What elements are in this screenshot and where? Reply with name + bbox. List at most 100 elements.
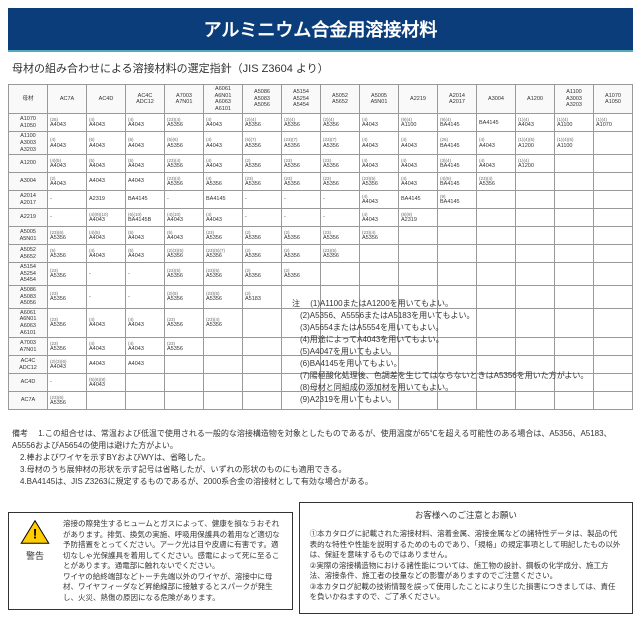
cell: (23)(5)A5356 <box>360 173 399 191</box>
col-header: A5052A5652 <box>321 85 360 114</box>
col-header: 母材 <box>9 85 48 114</box>
cell: (5)(6)(8)A4043 <box>87 374 126 392</box>
cell: (23)(5)A5356 <box>204 263 243 286</box>
cell: (9)(4)BA4145 <box>438 114 477 132</box>
note-item: (3)A5654またはA5554を用いてもよい。 <box>292 323 443 332</box>
cell: (23)(7)A5356 <box>321 132 360 155</box>
cell-empty <box>555 209 594 227</box>
remark-item: 1.この組合せは、常温および低温で使用される一般的な溶接構造物を対象としたもので… <box>12 429 612 450</box>
cell: - <box>282 209 321 227</box>
cell: (4)A4043 <box>399 132 438 155</box>
cell: (25)A4043 <box>48 114 87 132</box>
warning-text: 溶接の際発生するヒュームとガスによって、健康を損なうおそれがあります。排気、換気… <box>63 519 286 603</box>
cell-empty <box>516 245 555 263</box>
cell: (4)A4043 <box>477 132 516 155</box>
cell: (23)A5356 <box>48 285 87 308</box>
cell: (2)(3)(6)A4043 <box>48 356 87 374</box>
cell: - <box>48 191 87 209</box>
cell: (23)(5)A5356 <box>204 285 243 308</box>
cell-empty <box>438 263 477 286</box>
col-header: A6061A6N01A6063A6101 <box>204 85 243 114</box>
row-header: A5086A5083A5056 <box>9 285 48 308</box>
note-item: (9)A2319を用いてもよい。 <box>292 395 396 404</box>
cell: (4)A4043 <box>126 114 165 132</box>
col-header: A7003A7N01 <box>165 85 204 114</box>
cell-empty <box>594 263 633 286</box>
cell-empty <box>555 227 594 245</box>
cell: (4)A4043 <box>477 155 516 173</box>
cell: (23)A5356 <box>321 155 360 173</box>
cell: A4043 <box>126 173 165 191</box>
cell: (4)A4043 <box>360 209 399 227</box>
cell: (4)A4043 <box>204 209 243 227</box>
cell-empty <box>555 191 594 209</box>
cell-empty <box>555 155 594 173</box>
note-item: (2)A5356、A5556またはA5183を用いてもよい。 <box>292 311 475 320</box>
cell: (5)A4043 <box>165 227 204 245</box>
col-header: AC4CADC12 <box>126 85 165 114</box>
cell-empty <box>477 263 516 286</box>
row-header: A5005A5N01 <box>9 227 48 245</box>
cell: (4)A4043 <box>360 132 399 155</box>
cell: (23)A5356 <box>48 338 87 356</box>
cell: (4)(9)(10)A4043 <box>87 209 126 227</box>
cell-empty <box>594 227 633 245</box>
row-header: A1070A1050 <box>9 114 48 132</box>
cell: (23)(4)A5356 <box>477 173 516 191</box>
cell: - <box>126 285 165 308</box>
cell-empty <box>594 209 633 227</box>
cell: (23)(4)A5356 <box>360 227 399 245</box>
col-header: A3004 <box>477 85 516 114</box>
cell: (23)A5356 <box>321 227 360 245</box>
cell: (23)(4)A5356 <box>165 155 204 173</box>
cell-empty <box>594 191 633 209</box>
cell: (23)A5356 <box>321 173 360 191</box>
row-header: A3004 <box>9 173 48 191</box>
cell-empty <box>555 245 594 263</box>
row-header: A2219 <box>9 209 48 227</box>
cell: (6)A4043 <box>87 132 126 155</box>
cell: (9)(4)A1100 <box>399 114 438 132</box>
cell: BA4145 <box>399 191 438 209</box>
cell-empty <box>360 263 399 286</box>
svg-text:!: ! <box>33 526 38 541</box>
cell-empty <box>516 209 555 227</box>
cell-empty <box>516 263 555 286</box>
cell: (23)A5356 <box>282 173 321 191</box>
cell-empty <box>204 338 243 356</box>
cell: (5)A4043 <box>126 155 165 173</box>
row-header: A2014A2017 <box>9 191 48 209</box>
cell-empty <box>126 392 165 410</box>
cell-empty <box>594 173 633 191</box>
cell: (23)(5)A5356 <box>321 245 360 263</box>
cell-empty <box>477 209 516 227</box>
cell-empty <box>204 374 243 392</box>
cell-empty <box>594 245 633 263</box>
cell: (5)A4043 <box>87 155 126 173</box>
note-item: (8)母材と同組成の添加材を用いてもよい。 <box>292 383 453 392</box>
note-item: (5)A4047を用いてもよい。 <box>292 347 396 356</box>
col-header: A2219 <box>399 85 438 114</box>
cell-empty <box>321 263 360 286</box>
cell: (2)(4)A5356 <box>321 114 360 132</box>
cell-empty <box>555 173 594 191</box>
row-header: A5052A5652 <box>9 245 48 263</box>
cell: BA4145 <box>477 114 516 132</box>
col-header: A1200 <box>516 85 555 114</box>
cell: - <box>282 191 321 209</box>
col-header: A1100A3003A3203 <box>555 85 594 114</box>
cell: (2)(4)A5356 <box>243 114 282 132</box>
cell: (23)(4)A5356 <box>165 114 204 132</box>
remark-item: 3.母材のうち展伸材の形状を示す記号は省略したが、いずれの形状のものにも適用でき… <box>12 465 346 474</box>
cell: (9)BA4145 <box>438 191 477 209</box>
cell: (23)(6)A5356 <box>48 227 87 245</box>
cell: (4)A4043 <box>204 114 243 132</box>
cell: (23)A5356 <box>204 227 243 245</box>
cell: - <box>87 263 126 286</box>
cell: (4)A4043 <box>360 155 399 173</box>
remark-item: 2.棒およびワイヤを示すBYおよびWYは、省略した。 <box>12 453 210 462</box>
cell: (4)A4043 <box>126 338 165 356</box>
cell: (2)(5)A5356 <box>165 285 204 308</box>
cell-empty <box>204 392 243 410</box>
cell: (4)A4043 <box>87 308 126 337</box>
